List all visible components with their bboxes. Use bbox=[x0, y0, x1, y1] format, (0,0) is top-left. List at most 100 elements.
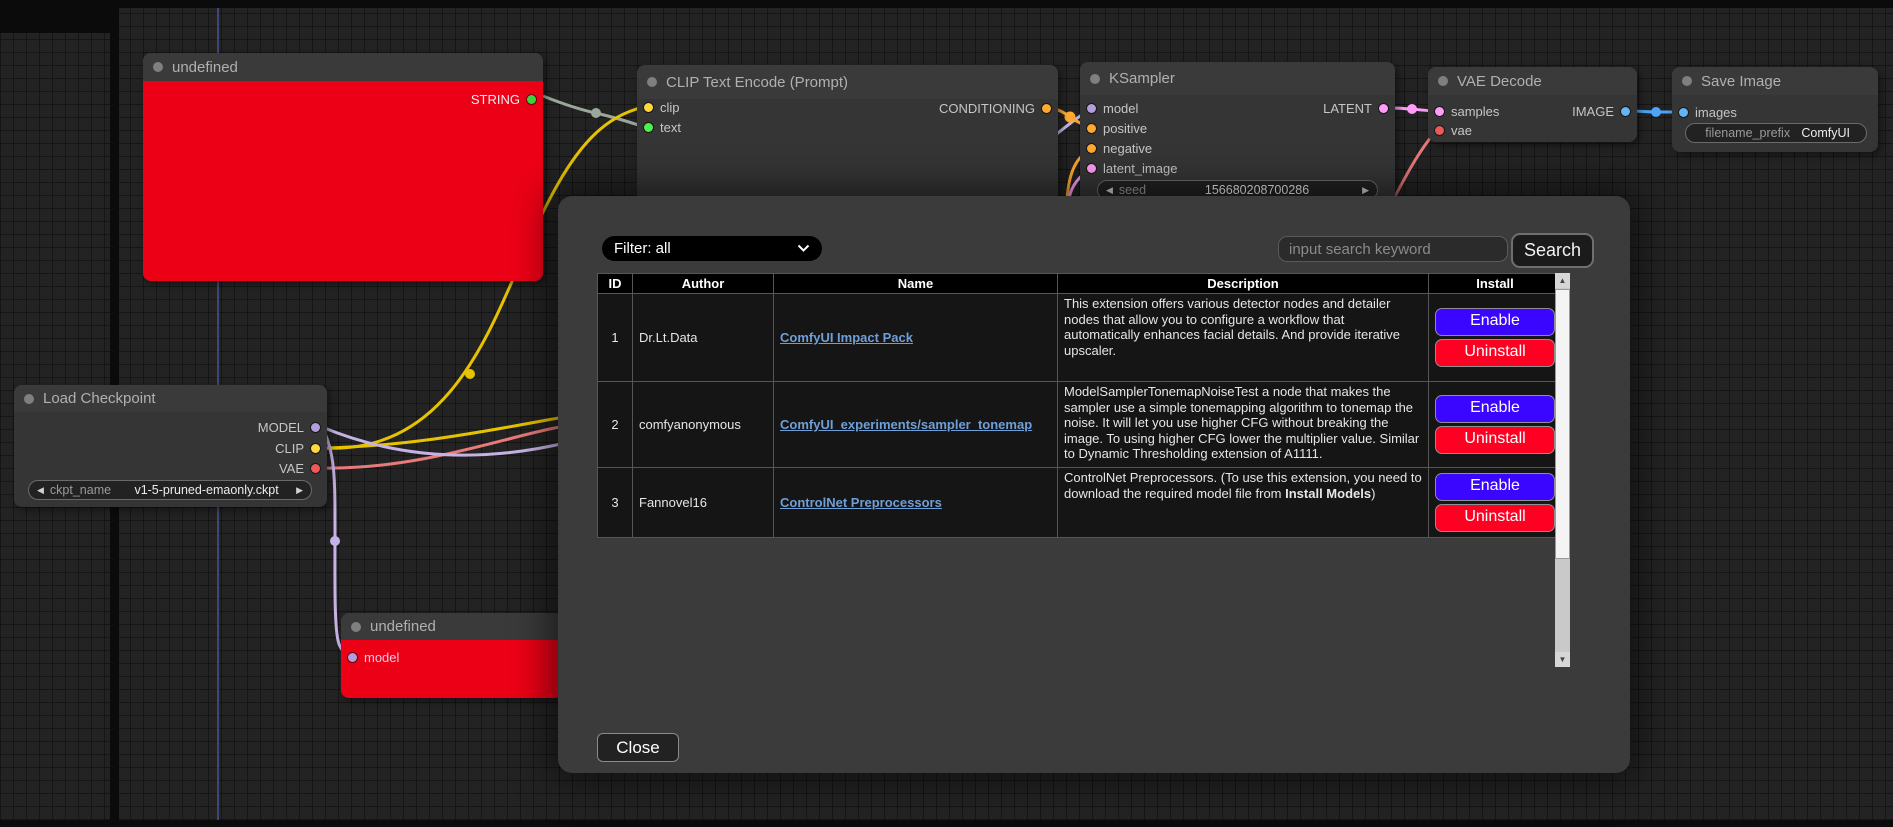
node-title: Save Image bbox=[1701, 72, 1782, 90]
ext-author: Dr.Lt.Data bbox=[632, 293, 774, 382]
node-title: VAE Decode bbox=[1457, 72, 1542, 90]
node-title-bar[interactable]: undefined bbox=[143, 53, 543, 81]
node-undefined-bottom[interactable]: undefined model bbox=[341, 613, 563, 698]
uninstall-button[interactable]: Uninstall bbox=[1435, 426, 1555, 454]
canvas-edge-top bbox=[0, 0, 1893, 8]
latent-out-slot-dot[interactable] bbox=[1379, 103, 1388, 113]
table-header-row: ID Author Name Description Install bbox=[597, 273, 1562, 294]
model-out-slot-dot[interactable] bbox=[311, 422, 320, 432]
canvas-edge-bottom bbox=[0, 820, 1893, 827]
output-slot-image: IMAGE bbox=[1572, 102, 1630, 120]
input-slot-model: model bbox=[1087, 99, 1138, 117]
node-body-error: STRING bbox=[143, 81, 543, 281]
collapse-dot-icon[interactable] bbox=[24, 393, 34, 404]
close-button[interactable]: Close bbox=[597, 733, 679, 762]
scrollbar-thumb[interactable] bbox=[1555, 289, 1570, 559]
node-title-bar[interactable]: CLIP Text Encode (Prompt) bbox=[637, 65, 1058, 99]
ext-description: This extension offers various detector n… bbox=[1057, 293, 1429, 382]
table-row: 1 Dr.Lt.Data ComfyUI Impact Pack This ex… bbox=[597, 293, 1562, 382]
input-slot-vae: vae bbox=[1435, 121, 1472, 139]
ext-name-link[interactable]: ComfyUI_experiments/sampler_tonemap bbox=[780, 417, 1033, 432]
uninstall-button[interactable]: Uninstall bbox=[1435, 504, 1555, 532]
node-title-bar[interactable]: undefined bbox=[341, 613, 563, 640]
ext-id: 3 bbox=[597, 467, 633, 538]
chevron-down-icon bbox=[797, 244, 810, 252]
filename-prefix-widget[interactable]: filename_prefix ComfyUI bbox=[1685, 123, 1867, 143]
extension-manager-dialog: Filter: all Search ID Author Name Descri… bbox=[558, 196, 1630, 773]
filter-select[interactable]: Filter: all bbox=[602, 236, 822, 261]
node-save-image[interactable]: Save Image images filename_prefix ComfyU… bbox=[1672, 67, 1878, 152]
col-id: ID bbox=[597, 273, 633, 294]
node-title: CLIP Text Encode (Prompt) bbox=[666, 73, 849, 91]
ckpt-name-widget[interactable]: ◀ ckpt_name v1-5-pruned-emaonly.ckpt ▶ bbox=[28, 480, 312, 500]
node-clip-text-encode[interactable]: CLIP Text Encode (Prompt) clip text COND… bbox=[637, 65, 1058, 202]
enable-button[interactable]: Enable bbox=[1435, 308, 1555, 336]
output-slot-conditioning: CONDITIONING bbox=[939, 99, 1051, 117]
collapse-dot-icon[interactable] bbox=[647, 77, 657, 87]
node-undefined-top[interactable]: undefined STRING bbox=[143, 53, 543, 281]
node-title: undefined bbox=[370, 618, 436, 635]
col-name: Name bbox=[773, 273, 1058, 294]
output-slot-string: STRING bbox=[471, 90, 536, 108]
node-title-bar[interactable]: Load Checkpoint bbox=[14, 385, 327, 412]
node-title-bar[interactable]: KSampler bbox=[1080, 62, 1395, 95]
search-input[interactable] bbox=[1278, 236, 1508, 262]
model-slot-dot[interactable] bbox=[1087, 103, 1096, 113]
vae-slot-dot[interactable] bbox=[1435, 125, 1444, 135]
node-title-bar[interactable]: Save Image bbox=[1672, 67, 1878, 95]
seed-widget[interactable]: ◀ seed 156680208700286 ▶ bbox=[1097, 180, 1378, 200]
output-slot-latent: LATENT bbox=[1323, 99, 1388, 117]
enable-button[interactable]: Enable bbox=[1435, 395, 1555, 423]
collapse-dot-icon[interactable] bbox=[1438, 76, 1448, 86]
clip-out-slot-dot[interactable] bbox=[311, 443, 320, 453]
input-slot-images: images bbox=[1679, 103, 1737, 121]
decrement-arrow-icon[interactable]: ◀ bbox=[1106, 184, 1113, 195]
col-description: Description bbox=[1057, 273, 1429, 294]
clip-slot-dot[interactable] bbox=[644, 102, 653, 112]
input-slot-positive: positive bbox=[1087, 119, 1147, 137]
table-row: 3 Fannovel16 ControlNet Preprocessors Co… bbox=[597, 467, 1562, 538]
ext-name-link[interactable]: ControlNet Preprocessors bbox=[780, 495, 942, 510]
vae-out-slot-dot[interactable] bbox=[311, 463, 320, 473]
latent-slot-dot[interactable] bbox=[1087, 163, 1096, 173]
string-slot-dot[interactable] bbox=[527, 94, 536, 104]
node-vae-decode[interactable]: VAE Decode samples vae IMAGE bbox=[1428, 67, 1637, 142]
decrement-arrow-icon[interactable]: ◀ bbox=[37, 484, 44, 495]
scroll-down-icon[interactable]: ▼ bbox=[1555, 652, 1570, 667]
output-label: STRING bbox=[470, 91, 520, 107]
col-author: Author bbox=[632, 273, 774, 294]
collapse-dot-icon[interactable] bbox=[1682, 76, 1692, 86]
ext-description: ModelSamplerTonemapNoiseTest a node that… bbox=[1057, 381, 1429, 468]
node-title-bar[interactable]: VAE Decode bbox=[1428, 67, 1637, 95]
positive-slot-dot[interactable] bbox=[1087, 123, 1096, 133]
input-slot-latent-image: latent_image bbox=[1087, 159, 1177, 177]
input-slot-negative: negative bbox=[1087, 139, 1152, 157]
collapse-dot-icon[interactable] bbox=[1090, 73, 1100, 84]
table-row: 2 comfyanonymous ComfyUI_experiments/sam… bbox=[597, 381, 1562, 468]
model-slot-dot[interactable] bbox=[348, 652, 357, 662]
samples-slot-dot[interactable] bbox=[1435, 106, 1444, 116]
collapse-dot-icon[interactable] bbox=[351, 621, 361, 632]
enable-button[interactable]: Enable bbox=[1435, 473, 1555, 501]
ext-name-link[interactable]: ComfyUI Impact Pack bbox=[780, 330, 913, 345]
increment-arrow-icon[interactable]: ▶ bbox=[1362, 184, 1369, 195]
extension-table: ID Author Name Description Install 1 Dr.… bbox=[597, 273, 1562, 538]
ext-description: ControlNet Preprocessors. (To use this e… bbox=[1057, 467, 1429, 538]
conditioning-slot-dot[interactable] bbox=[1042, 103, 1051, 113]
text-slot-dot[interactable] bbox=[644, 122, 653, 132]
node-ksampler[interactable]: KSampler model positive negative latent_… bbox=[1080, 62, 1395, 202]
image-slot-dot[interactable] bbox=[1621, 106, 1630, 116]
table-scrollbar[interactable]: ▲ ▼ bbox=[1555, 273, 1570, 667]
node-title: undefined bbox=[172, 58, 238, 76]
negative-slot-dot[interactable] bbox=[1087, 143, 1096, 153]
increment-arrow-icon[interactable]: ▶ bbox=[296, 484, 303, 495]
collapse-dot-icon[interactable] bbox=[153, 62, 163, 72]
ext-id: 1 bbox=[597, 293, 633, 382]
search-button[interactable]: Search bbox=[1511, 233, 1594, 268]
images-slot-dot[interactable] bbox=[1679, 107, 1688, 117]
scroll-up-icon[interactable]: ▲ bbox=[1555, 273, 1570, 288]
uninstall-button[interactable]: Uninstall bbox=[1435, 339, 1555, 367]
node-body-error: model bbox=[341, 640, 563, 698]
node-load-checkpoint[interactable]: Load Checkpoint MODEL CLIP VAE ◀ ckpt_na… bbox=[14, 385, 327, 507]
